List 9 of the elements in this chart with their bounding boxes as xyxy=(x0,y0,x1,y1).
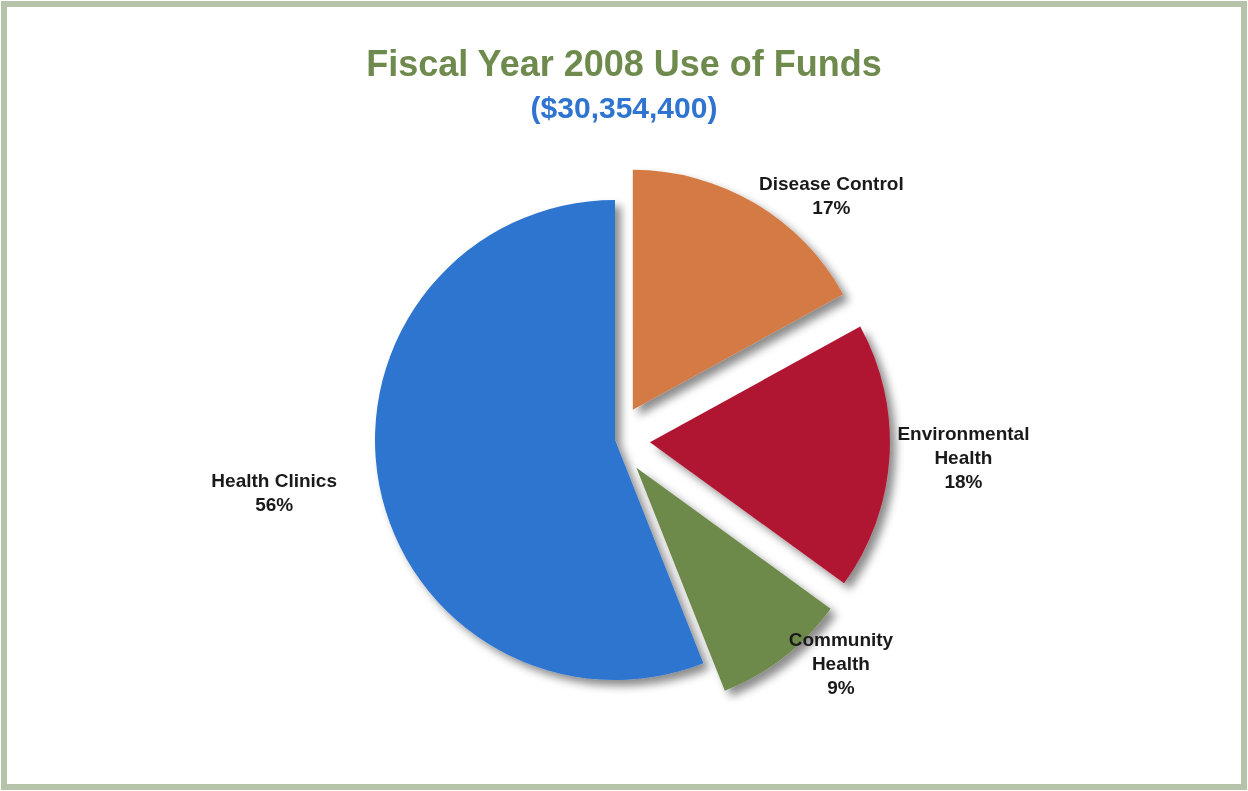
data-label: 9% xyxy=(827,676,855,698)
slice-label: Health Clinics xyxy=(211,470,338,492)
data-label: 18% xyxy=(944,470,983,492)
data-label: 56% xyxy=(255,494,294,516)
slice-label: Environmental Health xyxy=(897,422,1030,468)
slice-label: Disease Control xyxy=(759,173,904,195)
data-label: 17% xyxy=(812,197,851,219)
chart-title: Fiscal Year 2008 Use of Funds xyxy=(366,43,882,84)
chart-subtitle: ($30,354,400) xyxy=(530,91,718,124)
